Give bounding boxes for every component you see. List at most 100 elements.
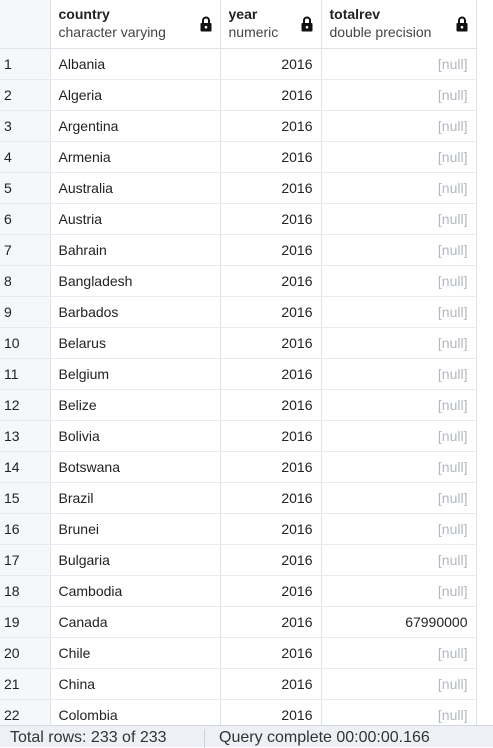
table-row[interactable]: 6 Austria 2016 [null] — [0, 203, 477, 235]
row-number-cell[interactable]: 13 — [0, 420, 51, 452]
year-cell[interactable]: 2016 — [220, 296, 322, 328]
table-row[interactable]: 14 Botswana 2016 [null] — [0, 451, 477, 483]
country-cell[interactable]: Barbados — [50, 296, 221, 328]
country-cell[interactable]: Belize — [50, 389, 221, 421]
country-cell[interactable]: Bolivia — [50, 420, 221, 452]
row-number-cell[interactable]: 11 — [0, 358, 51, 390]
table-row[interactable]: 15 Brazil 2016 [null] — [0, 482, 477, 514]
year-cell[interactable]: 2016 — [220, 327, 322, 359]
totalrev-cell[interactable]: [null] — [321, 544, 477, 576]
country-cell[interactable]: Belarus — [50, 327, 221, 359]
country-cell[interactable]: Bangladesh — [50, 265, 221, 297]
row-number-cell[interactable]: 6 — [0, 203, 51, 235]
row-number-cell[interactable]: 19 — [0, 606, 51, 638]
country-cell[interactable]: Bahrain — [50, 234, 221, 266]
country-cell[interactable]: Chile — [50, 637, 221, 669]
totalrev-cell[interactable]: [null] — [321, 327, 477, 359]
country-cell[interactable]: Australia — [50, 172, 221, 204]
table-row[interactable]: 11 Belgium 2016 [null] — [0, 358, 477, 390]
totalrev-cell[interactable]: [null] — [321, 513, 477, 545]
totalrev-cell[interactable]: [null] — [321, 172, 477, 204]
year-cell[interactable]: 2016 — [220, 79, 322, 111]
year-cell[interactable]: 2016 — [220, 203, 322, 235]
totalrev-cell[interactable]: [null] — [321, 699, 477, 725]
totalrev-cell[interactable]: [null] — [321, 265, 477, 297]
country-cell[interactable]: Cambodia — [50, 575, 221, 607]
totalrev-cell[interactable]: [null] — [321, 203, 477, 235]
table-row[interactable]: 13 Bolivia 2016 [null] — [0, 420, 477, 452]
year-cell[interactable]: 2016 — [220, 234, 322, 266]
country-cell[interactable]: Brunei — [50, 513, 221, 545]
column-header-country[interactable]: country character varying — [50, 0, 221, 49]
country-cell[interactable]: Bulgaria — [50, 544, 221, 576]
country-cell[interactable]: Argentina — [50, 110, 221, 142]
totalrev-cell[interactable]: [null] — [321, 358, 477, 390]
totalrev-cell[interactable]: [null] — [321, 451, 477, 483]
table-row[interactable]: 18 Cambodia 2016 [null] — [0, 575, 477, 607]
totalrev-cell[interactable]: [null] — [321, 637, 477, 669]
row-number-cell[interactable]: 2 — [0, 79, 51, 111]
table-row[interactable]: 8 Bangladesh 2016 [null] — [0, 265, 477, 297]
country-cell[interactable]: Botswana — [50, 451, 221, 483]
row-number-cell[interactable]: 14 — [0, 451, 51, 483]
table-row[interactable]: 20 Chile 2016 [null] — [0, 637, 477, 669]
country-cell[interactable]: Austria — [50, 203, 221, 235]
column-header-totalrev[interactable]: totalrev double precision — [321, 0, 477, 49]
row-number-cell[interactable]: 3 — [0, 110, 51, 142]
totalrev-cell[interactable]: [null] — [321, 48, 477, 80]
country-cell[interactable]: Albania — [50, 48, 221, 80]
row-number-cell[interactable]: 5 — [0, 172, 51, 204]
row-number-cell[interactable]: 20 — [0, 637, 51, 669]
totalrev-cell[interactable]: [null] — [321, 420, 477, 452]
row-number-header[interactable] — [0, 0, 51, 49]
totalrev-cell[interactable]: [null] — [321, 389, 477, 421]
table-row[interactable]: 3 Argentina 2016 [null] — [0, 110, 477, 142]
row-number-cell[interactable]: 10 — [0, 327, 51, 359]
country-cell[interactable]: Armenia — [50, 141, 221, 173]
year-cell[interactable]: 2016 — [220, 575, 322, 607]
totalrev-cell[interactable]: [null] — [321, 296, 477, 328]
country-cell[interactable]: Colombia — [50, 699, 221, 725]
country-cell[interactable]: Canada — [50, 606, 221, 638]
year-cell[interactable]: 2016 — [220, 544, 322, 576]
year-cell[interactable]: 2016 — [220, 389, 322, 421]
table-row[interactable]: 7 Bahrain 2016 [null] — [0, 234, 477, 266]
year-cell[interactable]: 2016 — [220, 48, 322, 80]
year-cell[interactable]: 2016 — [220, 451, 322, 483]
totalrev-cell[interactable]: [null] — [321, 234, 477, 266]
country-cell[interactable]: China — [50, 668, 221, 700]
row-number-cell[interactable]: 4 — [0, 141, 51, 173]
row-number-cell[interactable]: 17 — [0, 544, 51, 576]
table-row[interactable]: 12 Belize 2016 [null] — [0, 389, 477, 421]
table-row[interactable]: 1 Albania 2016 [null] — [0, 48, 477, 80]
row-number-cell[interactable]: 7 — [0, 234, 51, 266]
year-cell[interactable]: 2016 — [220, 513, 322, 545]
row-number-cell[interactable]: 18 — [0, 575, 51, 607]
row-number-cell[interactable]: 15 — [0, 482, 51, 514]
table-row[interactable]: 4 Armenia 2016 [null] — [0, 141, 477, 173]
table-row[interactable]: 9 Barbados 2016 [null] — [0, 296, 477, 328]
row-number-cell[interactable]: 1 — [0, 48, 51, 80]
totalrev-cell[interactable]: [null] — [321, 110, 477, 142]
row-number-cell[interactable]: 16 — [0, 513, 51, 545]
totalrev-cell[interactable]: [null] — [321, 482, 477, 514]
year-cell[interactable]: 2016 — [220, 172, 322, 204]
year-cell[interactable]: 2016 — [220, 358, 322, 390]
table-row[interactable]: 17 Bulgaria 2016 [null] — [0, 544, 477, 576]
totalrev-cell[interactable]: 67990000 — [321, 606, 477, 638]
totalrev-cell[interactable]: [null] — [321, 79, 477, 111]
year-cell[interactable]: 2016 — [220, 265, 322, 297]
year-cell[interactable]: 2016 — [220, 141, 322, 173]
row-number-cell[interactable]: 21 — [0, 668, 51, 700]
table-row[interactable]: 10 Belarus 2016 [null] — [0, 327, 477, 359]
country-cell[interactable]: Brazil — [50, 482, 221, 514]
row-number-cell[interactable]: 22 — [0, 699, 51, 725]
year-cell[interactable]: 2016 — [220, 699, 322, 725]
year-cell[interactable]: 2016 — [220, 606, 322, 638]
table-row[interactable]: 19 Canada 2016 67990000 — [0, 606, 477, 638]
country-cell[interactable]: Belgium — [50, 358, 221, 390]
row-number-cell[interactable]: 12 — [0, 389, 51, 421]
year-cell[interactable]: 2016 — [220, 420, 322, 452]
totalrev-cell[interactable]: [null] — [321, 668, 477, 700]
table-row[interactable]: 22 Colombia 2016 [null] — [0, 699, 477, 725]
